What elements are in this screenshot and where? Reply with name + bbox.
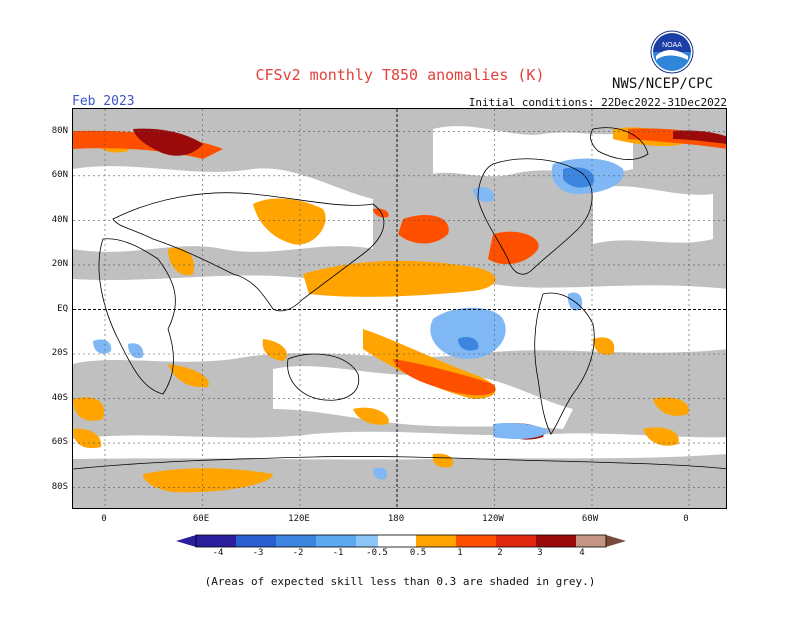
forecast-period: Feb 2023: [72, 94, 135, 109]
colorbar: [176, 534, 626, 548]
lat-label: 40N: [51, 215, 68, 225]
colorbar-label: -3: [252, 548, 264, 558]
noaa-logo-text: NOAA: [662, 42, 682, 49]
lat-label: EQ: [57, 304, 68, 314]
colorbar-label: 3: [537, 548, 543, 558]
lon-label: 180: [387, 514, 405, 524]
colorbar-swatch: [536, 535, 576, 547]
colorbar-label: 1: [457, 548, 463, 558]
colorbar-swatch: [316, 535, 356, 547]
colorbar-label: -4: [212, 548, 224, 558]
noaa-logo: NOAA: [650, 30, 694, 74]
colorbar-label: 0.5: [409, 548, 427, 558]
lat-label: 80N: [51, 126, 68, 136]
map-canvas: [73, 109, 726, 508]
colorbar-swatch: [236, 535, 276, 547]
colorbar-label: -0.5: [366, 548, 388, 558]
initial-conditions: Initial conditions: 22Dec2022-31Dec2022: [468, 96, 727, 109]
lon-label: 60E: [192, 514, 210, 524]
coastlines: [73, 127, 726, 470]
lat-label: 60S: [51, 437, 68, 447]
colorbar-label: 4: [579, 548, 585, 558]
colorbar-swatch: [496, 535, 536, 547]
equator-and-dateline: [73, 109, 726, 508]
lat-label: 60N: [51, 170, 68, 180]
colorbar-swatch: [276, 535, 316, 547]
lon-label: 60W: [581, 514, 599, 524]
colorbar-label: -2: [292, 548, 304, 558]
lat-label: 20N: [51, 259, 68, 269]
organization-label: NWS/NCEP/CPC: [612, 76, 714, 92]
colorbar-swatch: [456, 535, 496, 547]
map-title: CFSv2 monthly T850 anomalies (K): [255, 66, 545, 84]
colorbar-swatch: [176, 535, 196, 547]
lat-label: 40S: [51, 393, 68, 403]
colorbar-label: -1: [332, 548, 344, 558]
colorbar-swatch: [356, 535, 378, 547]
colorbar-swatch: [606, 535, 626, 547]
colorbar-swatch: [576, 535, 606, 547]
colorbar-swatch: [378, 535, 416, 547]
lat-label: 20S: [51, 348, 68, 358]
lon-label: 120E: [288, 514, 310, 524]
low-skill-footnote: (Areas of expected skill less than 0.3 a…: [204, 575, 596, 588]
colorbar-label: 2: [497, 548, 503, 558]
cool-anomaly-1-2: [458, 167, 594, 351]
anomaly-map: [72, 108, 727, 509]
colorbar-swatch: [196, 535, 236, 547]
lat-label: 80S: [51, 482, 68, 492]
lon-label: 120W: [482, 514, 504, 524]
lon-label: 0: [683, 514, 689, 524]
colorbar-swatch: [416, 535, 456, 547]
lon-label: 0: [101, 514, 107, 524]
colorbar-outline: [195, 534, 607, 548]
